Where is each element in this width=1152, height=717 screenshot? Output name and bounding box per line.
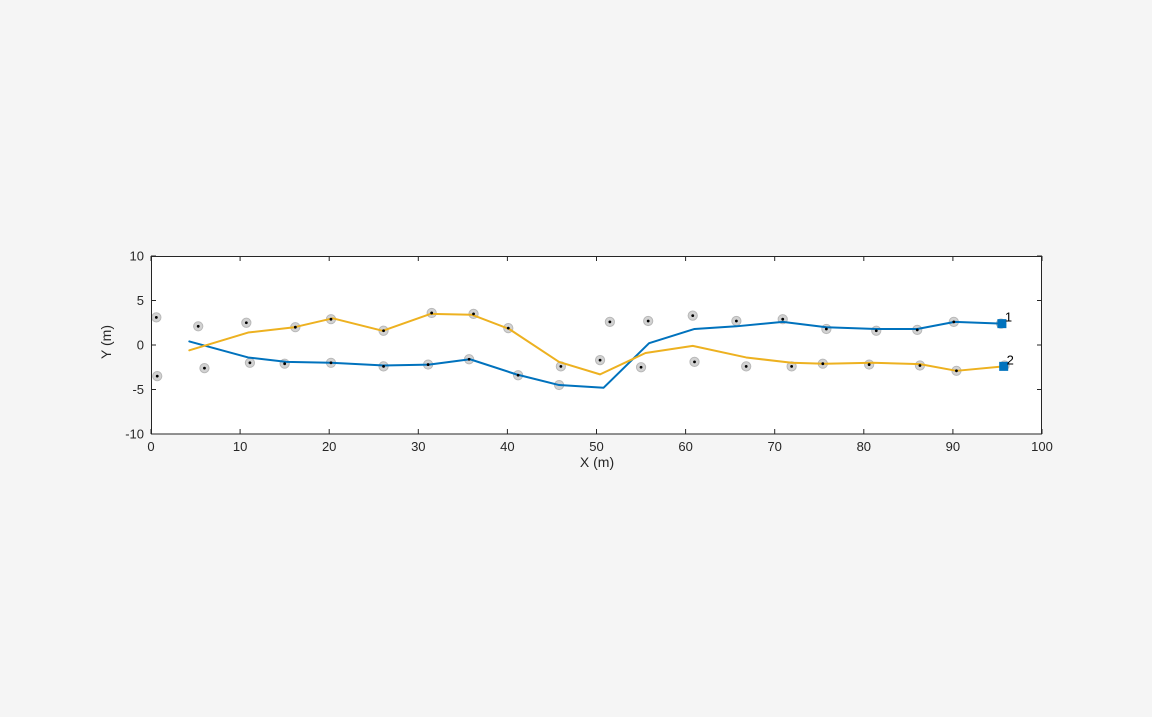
track-1-id-label: 1: [1005, 310, 1012, 325]
x-tick-label: 90: [946, 439, 960, 454]
x-tick-label: 30: [411, 439, 425, 454]
x-tick-label: 20: [322, 439, 336, 454]
truth-dot: [203, 366, 206, 370]
truth-dot: [283, 362, 287, 366]
track-2-line: [188, 312, 1005, 376]
truth-dot: [918, 364, 922, 367]
x-tick-label: 10: [233, 439, 247, 454]
truth-dot: [867, 363, 871, 366]
y-tick-label: 10: [130, 249, 144, 264]
truth-dot: [781, 317, 785, 321]
truth-dot: [329, 361, 333, 365]
truth-dot: [506, 326, 510, 330]
truth-dot: [598, 358, 602, 362]
y-tick-label: -5: [132, 382, 144, 397]
truth-dot: [472, 312, 475, 316]
truth-dot: [824, 327, 828, 331]
truth-dot: [293, 325, 297, 329]
truth-dot: [430, 311, 434, 315]
x-axis-label: X (m): [580, 454, 614, 470]
x-tick-label: 0: [147, 439, 154, 454]
truth-dot: [693, 360, 696, 364]
truth-dot: [155, 374, 159, 378]
truth-dot: [744, 364, 748, 368]
truth-dot: [467, 357, 471, 361]
truth-dot: [608, 320, 612, 324]
y-tick-label: 0: [137, 338, 144, 353]
y-tick-label: 5: [137, 293, 144, 308]
truth-dot: [734, 319, 738, 323]
plot-area: [151, 256, 1042, 434]
track-2-head-marker: [999, 361, 1009, 371]
truth-dot: [248, 361, 252, 365]
x-tick-label: 80: [857, 439, 871, 454]
truth-dot: [329, 317, 333, 321]
truth-dot: [821, 362, 825, 366]
x-tick-label: 40: [500, 439, 514, 454]
truth-dot: [196, 324, 200, 328]
x-tick-label: 100: [1031, 439, 1053, 454]
track-2-id-label: 2: [1007, 352, 1014, 367]
truth-dot: [426, 363, 430, 366]
truth-dot: [955, 369, 958, 373]
x-tick-label: 60: [678, 439, 692, 454]
truth-dot: [915, 328, 919, 332]
truth-dot: [154, 316, 158, 319]
y-tick-label: -10: [125, 427, 144, 442]
x-tick-label: 50: [589, 439, 603, 454]
truth-dot: [382, 364, 385, 368]
truth-dots-layer: [154, 311, 1006, 378]
truth-dot: [646, 319, 650, 323]
axes-layer: 0 10 20 30 40 50 60 70 80 90 100 -10 -5 0 5 10: [125, 249, 1053, 455]
track-1-head-marker: [997, 319, 1007, 329]
truth-dot: [952, 320, 956, 324]
y-axis-label: Y (m): [98, 325, 114, 359]
truth-dot: [516, 373, 520, 377]
truth-dot: [639, 365, 643, 369]
track-head-layer: 12: [997, 310, 1014, 371]
x-tick-label: 70: [767, 439, 781, 454]
truth-dot: [559, 364, 563, 368]
truth-dot: [691, 314, 695, 318]
truth-dot: [382, 329, 385, 333]
truth-dot: [790, 364, 794, 368]
axes-box: [151, 256, 1042, 435]
truth-dot: [244, 321, 248, 325]
truth-dot: [874, 329, 878, 333]
